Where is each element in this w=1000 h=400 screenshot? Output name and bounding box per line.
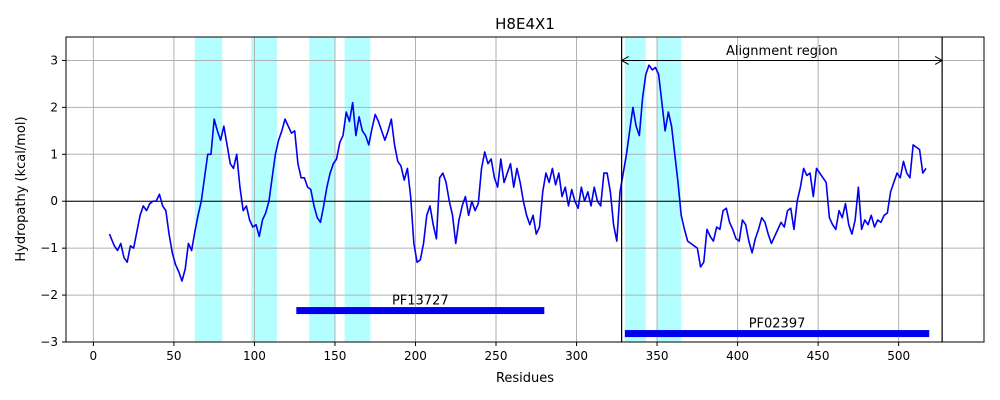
chart-title: H8E4X1	[495, 15, 555, 33]
x-tick-label-10: 500	[887, 349, 910, 363]
domain-label-PF13727: PF13727	[392, 293, 449, 308]
alignment-boundaries	[621, 37, 943, 342]
y-axis-ticks: −3 −2 −1 0 1 2 3	[40, 53, 66, 349]
domain-bar-PF13727	[296, 307, 545, 315]
domain-bars: PF13727 PF02397	[296, 293, 930, 338]
x-tick-label-3: 150	[324, 349, 347, 363]
domain-bar-PF02397	[624, 330, 930, 338]
highlight-span-5	[624, 37, 646, 342]
hydropathy-line-1	[108, 64, 927, 282]
highlight-span-1	[194, 37, 223, 342]
x-tick-label-5: 250	[485, 349, 508, 363]
x-axis-label: Residues	[496, 371, 554, 386]
y-tick-label-4: 1	[50, 147, 58, 161]
domain-label-PF02397: PF02397	[749, 316, 806, 331]
alignment-region-label: Alignment region	[726, 44, 838, 59]
y-tick-label-0: −3	[40, 335, 58, 349]
highlight-span-2	[251, 37, 277, 342]
grid-lines	[66, 37, 984, 343]
annotations: Alignment region	[620, 44, 944, 65]
highlight-span-3	[309, 37, 335, 342]
y-tick-label-1: −2	[40, 288, 58, 302]
y-tick-label-5: 2	[50, 100, 58, 114]
highlight-span-6	[657, 37, 682, 342]
y-axis-label: Hydropathy (kcal/mol)	[14, 116, 29, 261]
x-tick-label-4: 200	[404, 349, 427, 363]
alignment-arrow-right-head	[934, 56, 944, 65]
y-tick-label-6: 3	[50, 53, 58, 67]
hydropathy-series	[108, 64, 927, 282]
x-axis-ticks: 0 50 100 150 200 250 300 350 400 450 500	[90, 342, 910, 363]
x-tick-label-0: 0	[90, 349, 98, 363]
highlight-span-4	[344, 37, 371, 342]
alignment-arrow-left-head	[620, 56, 629, 65]
plot-frame	[65, 36, 985, 343]
x-tick-label-9: 450	[807, 349, 830, 363]
x-tick-label-1: 50	[166, 349, 181, 363]
y-tick-label-2: −1	[40, 241, 58, 255]
x-tick-label-8: 400	[726, 349, 749, 363]
y-tick-label-3: 0	[50, 194, 58, 208]
x-tick-label-2: 100	[243, 349, 266, 363]
x-tick-label-7: 350	[646, 349, 669, 363]
x-tick-label-6: 300	[565, 349, 588, 363]
